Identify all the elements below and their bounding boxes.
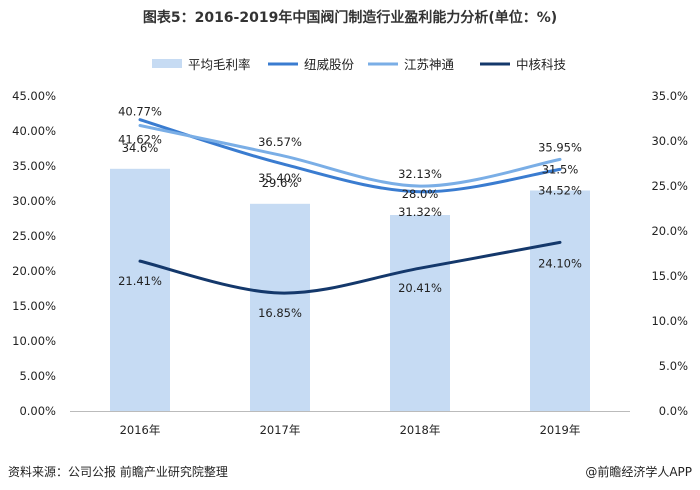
- legend-label: 平均毛利率: [188, 57, 251, 72]
- left-axis-tick-label: 30.00%: [12, 194, 56, 208]
- line-value-label: 36.57%: [258, 135, 302, 149]
- data-label-layer: 34.6% 29.6% 28.0% 31.5% 41.62% 35.40% 31.32% 34…: [118, 105, 582, 320]
- line-value-label: 24.10%: [538, 256, 582, 270]
- left-axis-tick-label: 0.00%: [19, 404, 56, 418]
- chart-title: 图表5：2016-2019年中国阀门制造行业盈利能力分析(单位：%): [142, 10, 558, 26]
- line-value-label: 20.41%: [398, 281, 442, 295]
- left-axis-tick-label: 20.00%: [12, 264, 56, 278]
- right-axis-tick-label: 30.0%: [651, 134, 688, 148]
- x-axis-tick-label: 2018年: [400, 423, 441, 437]
- line-value-label: 32.13%: [398, 167, 442, 181]
- x-axis-tick-label: 2017年: [260, 423, 301, 437]
- legend-label: 江苏神通: [404, 57, 455, 72]
- right-axis-tick-label: 0.0%: [659, 404, 688, 418]
- source-note: 资料来源：公司公报 前瞻产业研究院整理: [8, 465, 228, 479]
- bar-value-label: 28.0%: [402, 187, 439, 201]
- x-axis-tick-label: 2019年: [540, 423, 581, 437]
- bar-平均毛利率: [390, 215, 450, 411]
- legend: 平均毛利率 纽威股份 江苏神通 中核科技: [152, 57, 567, 72]
- left-axis-tick-label: 25.00%: [12, 229, 56, 243]
- bar-平均毛利率: [110, 168, 170, 411]
- right-axis-tick-label: 5.0%: [659, 359, 688, 373]
- brand-credit: @前瞻经济学人APP: [585, 465, 692, 479]
- series-line-中核科技: [138, 240, 562, 295]
- bar-平均毛利率: [530, 190, 590, 411]
- right-axis-tick-label: 25.0%: [651, 179, 688, 193]
- left-axis-tick-label: 40.00%: [12, 124, 56, 138]
- series-line-纽威股份: [138, 118, 562, 194]
- right-axis-tick-label: 35.0%: [651, 89, 688, 103]
- left-axis-tick-label: 5.00%: [19, 369, 56, 383]
- line-value-label: 35.40%: [258, 171, 302, 185]
- line-value-label: 21.41%: [118, 274, 162, 288]
- line-value-label: 40.77%: [118, 105, 162, 119]
- bar-layer: [110, 168, 590, 411]
- left-axis-tick-label: 15.00%: [12, 299, 56, 313]
- line-value-label: 16.85%: [258, 306, 302, 320]
- series-line-江苏神通: [138, 124, 562, 188]
- left-axis-tick-label: 35.00%: [12, 159, 56, 173]
- line-value-label: 34.52%: [538, 183, 582, 197]
- left-axis-tick-label: 10.00%: [12, 334, 56, 348]
- line-value-label: 31.32%: [398, 205, 442, 219]
- bar-平均毛利率: [250, 203, 310, 411]
- x-axis-tick-label: 2016年: [120, 423, 161, 437]
- line-layer: [138, 118, 562, 295]
- right-axis-tick-label: 15.0%: [651, 269, 688, 283]
- left-axis-tick-label: 45.00%: [12, 89, 56, 103]
- legend-label: 中核科技: [516, 57, 567, 72]
- right-axis-tick-label: 10.0%: [651, 314, 688, 328]
- bar-value-label: 31.5%: [542, 163, 579, 177]
- bar-value-label: 29.6%: [262, 176, 299, 190]
- right-axis-tick-label: 20.0%: [651, 224, 688, 238]
- line-value-label: 35.95%: [538, 140, 582, 154]
- bar-value-label: 34.6%: [122, 141, 159, 155]
- axes-layer: 0.00% 5.00% 10.00% 15.00% 20.00% 25.00% 30.00%…: [12, 89, 688, 437]
- legend-swatch-平均毛利率: [152, 59, 182, 68]
- legend-label: 纽威股份: [304, 57, 355, 72]
- line-value-label: 41.62%: [118, 133, 162, 147]
